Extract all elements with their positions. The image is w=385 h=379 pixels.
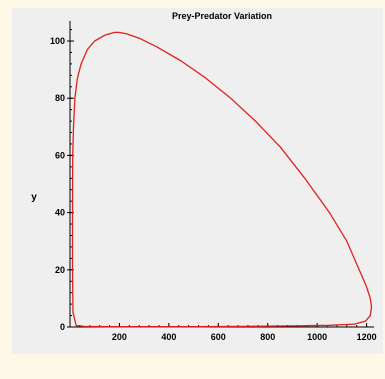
y-tick-label: 80	[55, 93, 65, 103]
x-tick-label: 1200	[357, 332, 377, 342]
x-tick-label: 800	[260, 332, 275, 342]
x-tick-label: 1000	[307, 332, 327, 342]
y-tick-label: 20	[55, 265, 65, 275]
chart-title: Prey-Predator Variation	[172, 11, 272, 21]
y-tick-label: 60	[55, 150, 65, 160]
x-tick-label: 200	[112, 332, 127, 342]
y-tick-label: 40	[55, 208, 65, 218]
axes: 0 20 40 60 80 100 200 400 600 800 1000 1200	[50, 21, 377, 342]
y-axis-label: y	[31, 192, 37, 203]
x-tick-label: 400	[161, 332, 176, 342]
plot-area	[71, 31, 373, 328]
chart-panel: Prey-Predator Variation y 0 20 40 60 80 100 20…	[12, 8, 383, 354]
y-tick-label: 100	[50, 36, 65, 46]
y-tick-label: 0	[60, 322, 65, 332]
x-tick-label: 600	[211, 332, 226, 342]
series-line-0	[71, 31, 373, 328]
prey-predator-chart: Prey-Predator Variation y 0 20 40 60 80 100 20…	[31, 11, 377, 342]
